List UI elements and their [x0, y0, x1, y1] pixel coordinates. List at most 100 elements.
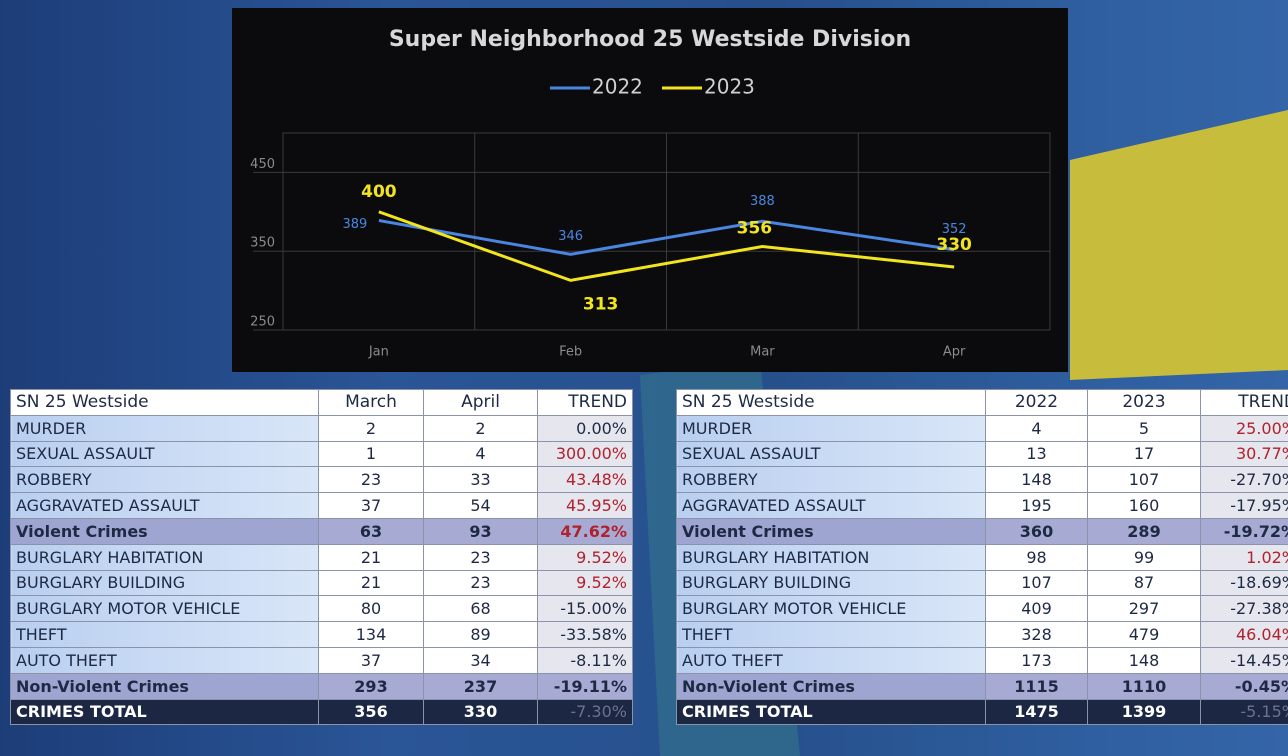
table-cell: -5.15% [1201, 699, 1288, 725]
table-cell: 4 [424, 441, 538, 467]
table-cell: 409 [986, 596, 1088, 622]
header-cell: SN 25 Westside [11, 390, 319, 416]
table: SN 25 WestsideMarchAprilTRENDMURDER220.0… [10, 389, 633, 725]
x-tick-label: Jan [368, 345, 389, 360]
table-cell: 21 [319, 544, 424, 570]
table-cell: 107 [986, 570, 1088, 596]
header-cell: TREND [538, 390, 633, 416]
table-row: CRIMES TOTAL356330-7.30% [11, 699, 633, 725]
table-cell: 23 [424, 544, 538, 570]
header-row: SN 25 Westside20222023TREND [677, 390, 1288, 416]
table-cell: 13 [986, 441, 1088, 467]
header-row: SN 25 WestsideMarchAprilTREND [11, 390, 633, 416]
table-cell: 37 [319, 647, 424, 673]
table-cell: 87 [1088, 570, 1201, 596]
table-cell: 148 [1088, 647, 1201, 673]
table-cell: 89 [424, 622, 538, 648]
table-cell: -0.45% [1201, 673, 1288, 699]
data-label: 389 [342, 217, 367, 232]
table-cell: 21 [319, 570, 424, 596]
data-label: 356 [737, 218, 773, 238]
table-cell: -18.69% [1201, 570, 1288, 596]
table-cell: BURGLARY BUILDING [11, 570, 319, 596]
table-cell: MURDER [11, 415, 319, 441]
x-tick-label: Feb [559, 345, 582, 360]
table-cell: 17 [1088, 441, 1201, 467]
table-cell: 1475 [986, 699, 1088, 725]
table-cell: 33 [424, 467, 538, 493]
table-cell: 1.02% [1201, 544, 1288, 570]
legend-label: 2022 [592, 75, 643, 99]
table-cell: SEXUAL ASSAULT [11, 441, 319, 467]
table-cell: 237 [424, 673, 538, 699]
table-cell: 5 [1088, 415, 1201, 441]
y-tick-label: 250 [250, 315, 275, 330]
table-cell: 23 [319, 467, 424, 493]
table-cell: 99 [1088, 544, 1201, 570]
table-cell: 160 [1088, 493, 1201, 519]
table-cell: Non-Violent Crimes [677, 673, 986, 699]
data-label: 330 [936, 235, 972, 255]
table-row: AUTO THEFT3734-8.11% [11, 647, 633, 673]
table-cell: ROBBERY [11, 467, 319, 493]
table-row: Violent Crimes639347.62% [11, 518, 633, 544]
table-cell: 43.48% [538, 467, 633, 493]
table-cell: 297 [1088, 596, 1201, 622]
table-cell: -27.38% [1201, 596, 1288, 622]
data-label: 388 [750, 194, 775, 209]
data-label: 313 [583, 294, 619, 314]
header-cell: SN 25 Westside [677, 390, 986, 416]
screen: Super Neighborhood 25 Westside Division … [0, 0, 1288, 756]
table-cell: 68 [424, 596, 538, 622]
table-cell: 4 [986, 415, 1088, 441]
table-cell: 54 [424, 493, 538, 519]
table-cell: ROBBERY [677, 467, 986, 493]
chart-background [232, 8, 1068, 372]
table-cell: -33.58% [538, 622, 633, 648]
table-cell: 289 [1088, 518, 1201, 544]
table-cell: THEFT [11, 622, 319, 648]
y-tick-label: 450 [250, 157, 275, 172]
table-cell: 300.00% [538, 441, 633, 467]
table-cell: -19.72% [1201, 518, 1288, 544]
table-cell: BURGLARY HABITATION [677, 544, 986, 570]
table-cell: 2 [319, 415, 424, 441]
table-cell: -14.45% [1201, 647, 1288, 673]
table-cell: 356 [319, 699, 424, 725]
y-tick-label: 350 [250, 236, 275, 251]
chart: Super Neighborhood 25 Westside Division … [232, 8, 1068, 372]
header-cell: TREND [1201, 390, 1288, 416]
header-cell: 2023 [1088, 390, 1201, 416]
table-cell: 46.04% [1201, 622, 1288, 648]
table-cell: -19.11% [538, 673, 633, 699]
table-cell: 173 [986, 647, 1088, 673]
table-cell: BURGLARY BUILDING [677, 570, 986, 596]
table-cell: 9.52% [538, 570, 633, 596]
table-cell: 9.52% [538, 544, 633, 570]
table-cell: AUTO THEFT [677, 647, 986, 673]
table: SN 25 Westside20222023TRENDMURDER4525.00… [676, 389, 1288, 725]
table-cell: 25.00% [1201, 415, 1288, 441]
table-cell: AGGRAVATED ASSAULT [677, 493, 986, 519]
chart-title: Super Neighborhood 25 Westside Division [389, 27, 911, 52]
table-cell: Non-Violent Crimes [11, 673, 319, 699]
table-cell: 107 [1088, 467, 1201, 493]
table-cell: 479 [1088, 622, 1201, 648]
legend-label: 2023 [704, 75, 755, 99]
table-cell: 195 [986, 493, 1088, 519]
table-cell: 2 [424, 415, 538, 441]
table-cell: 1399 [1088, 699, 1201, 725]
table-cell: 293 [319, 673, 424, 699]
